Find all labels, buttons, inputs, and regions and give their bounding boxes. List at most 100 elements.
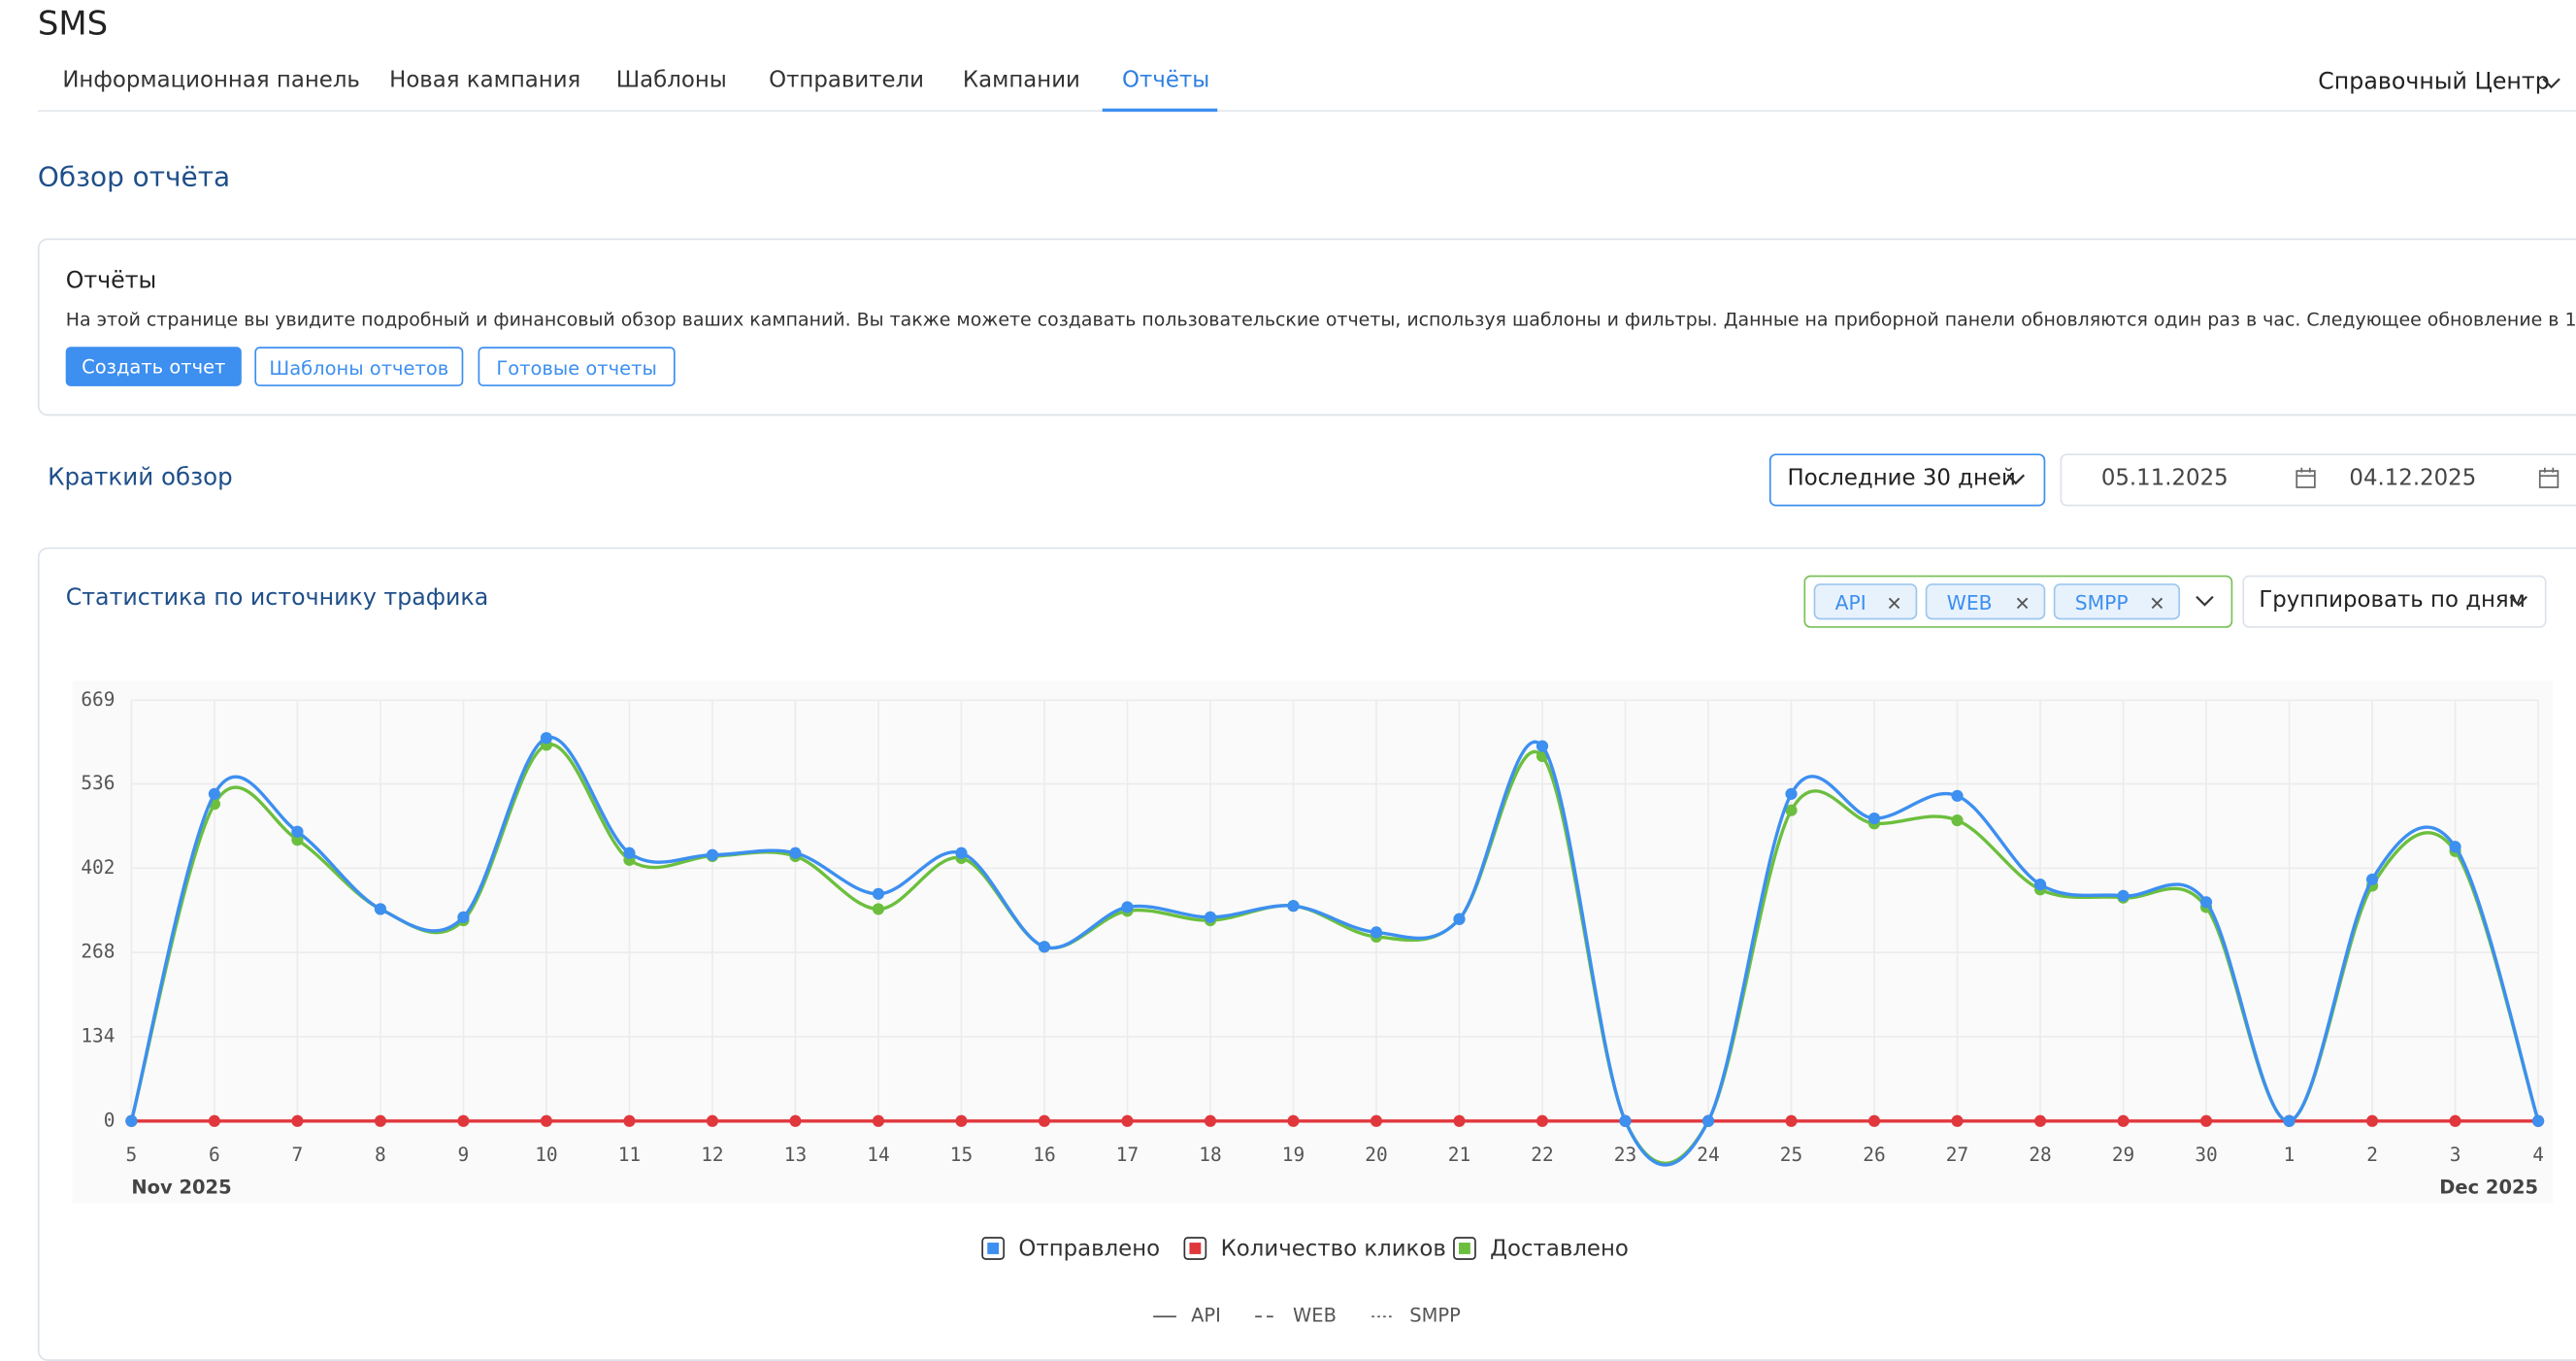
data-point — [1867, 813, 1881, 825]
x-tick-label: 9 — [458, 1144, 470, 1166]
x-tick-label: 4 — [2532, 1144, 2544, 1166]
date-to[interactable]: 04.12.2025 — [2349, 465, 2477, 492]
data-point — [872, 887, 885, 900]
x-tick-label: 30 — [2195, 1144, 2217, 1166]
x-tick-label: 2 — [2366, 1144, 2378, 1166]
tab[interactable]: Шаблоны — [615, 67, 727, 94]
chip-label: API — [1834, 591, 1866, 615]
button[interactable]: Создать отчет — [65, 347, 242, 386]
data-point — [1619, 1114, 1632, 1127]
chip-close[interactable] — [2151, 597, 2164, 611]
x-period-label: Dec 2025 — [2439, 1177, 2538, 1199]
data-point — [955, 846, 968, 859]
filter-chip[interactable]: API — [1813, 583, 1918, 620]
help-center[interactable]: Справочный Центр — [2318, 69, 2550, 96]
period-select[interactable] — [1768, 453, 2046, 507]
data-point — [706, 1114, 719, 1127]
x-tick-label: 15 — [950, 1144, 973, 1166]
data-point — [1951, 1114, 1964, 1127]
chart-panel-title: Статистика по источнику трафика — [65, 584, 489, 612]
data-point — [1785, 787, 1798, 800]
card-title: Отчёты — [65, 267, 157, 295]
tab-active[interactable]: Отчёты — [1122, 67, 1210, 94]
data-point — [2283, 1114, 2295, 1127]
calendar-icon — [2295, 467, 2316, 488]
button[interactable]: Шаблоны отчетов — [254, 347, 464, 386]
data-point — [1536, 740, 1549, 752]
chip-label: WEB — [1946, 591, 1993, 615]
x-tick-label: 7 — [292, 1144, 304, 1166]
x-tick-label: 3 — [2450, 1144, 2461, 1166]
x-tick-label: 17 — [1116, 1144, 1139, 1166]
legend-label: Доставлено — [1490, 1236, 1629, 1261]
tab[interactable]: Отправители — [769, 67, 925, 94]
data-point — [2199, 896, 2213, 909]
date-from[interactable]: 05.11.2025 — [2100, 465, 2229, 492]
data-point — [208, 1114, 221, 1127]
x-tick-label: 19 — [1282, 1144, 1305, 1166]
legend-label: Количество кликов — [1221, 1236, 1446, 1261]
chevron — [2509, 595, 2527, 607]
x-tick-label: 11 — [618, 1144, 641, 1166]
data-point — [208, 787, 221, 800]
tab-underline — [1102, 108, 1218, 113]
legend-label: SMPP — [1409, 1305, 1461, 1327]
y-tick-label: 402 — [81, 856, 115, 879]
grouping-select[interactable] — [2242, 575, 2547, 628]
x-period-label: Nov 2025 — [131, 1177, 231, 1199]
x-tick-label: 23 — [1614, 1144, 1636, 1166]
data-point — [1121, 901, 1134, 913]
data-point — [872, 1114, 885, 1127]
filter-chip[interactable]: SMPP — [2053, 583, 2181, 620]
data-point — [872, 903, 885, 915]
reports-card — [37, 238, 2576, 416]
chip-close[interactable] — [1888, 597, 1901, 611]
tab[interactable]: Информационная панель — [62, 67, 360, 94]
data-point — [291, 1114, 304, 1127]
x-tick-label: 6 — [209, 1144, 220, 1166]
data-point — [2117, 1114, 2130, 1127]
data-point — [1951, 813, 1964, 827]
data-point — [623, 846, 636, 859]
source-filter[interactable] — [1803, 575, 2233, 628]
chip-label: SMPP — [2074, 591, 2129, 615]
date-range[interactable] — [2060, 453, 2576, 507]
tab[interactable]: Кампании — [962, 67, 1080, 94]
button[interactable]: Готовые отчеты — [478, 347, 676, 386]
tab[interactable]: Новая кампания — [389, 67, 581, 94]
data-point — [540, 1114, 553, 1127]
data-point — [623, 1114, 636, 1127]
tabs-divider — [37, 110, 2576, 113]
x-tick-label: 22 — [1531, 1144, 1553, 1166]
data-point — [2449, 1114, 2461, 1127]
x-tick-label: 18 — [1199, 1144, 1221, 1166]
data-point — [789, 1114, 802, 1127]
data-point — [1701, 1114, 1715, 1127]
x-tick-label: 27 — [1946, 1144, 1968, 1166]
x-tick-label: 8 — [375, 1144, 386, 1166]
data-point — [374, 1114, 387, 1127]
data-point — [2117, 889, 2130, 902]
legend-swatch-fill — [1189, 1243, 1202, 1254]
x-tick-label: 20 — [1365, 1144, 1387, 1166]
data-point — [1038, 1114, 1051, 1127]
legend-swatch-fill — [987, 1243, 1000, 1254]
data-point — [2033, 1114, 2047, 1127]
page-title: Обзор отчёта — [37, 160, 231, 193]
x-tick-label: 14 — [867, 1144, 889, 1166]
data-point — [1867, 1114, 1881, 1127]
data-point — [1536, 1114, 1549, 1127]
data-point — [1453, 913, 1466, 925]
filter-chip[interactable]: WEB — [1925, 583, 2046, 620]
chip-close[interactable] — [2016, 597, 2030, 611]
data-point — [1121, 1114, 1134, 1127]
data-point — [706, 848, 719, 861]
x-tick-label: 29 — [2112, 1144, 2134, 1166]
chevron — [2542, 78, 2560, 89]
data-point — [125, 1114, 138, 1127]
data-point — [2199, 1114, 2213, 1127]
data-point — [2033, 879, 2047, 891]
x-tick-label: 21 — [1448, 1144, 1470, 1166]
data-point — [1785, 1114, 1798, 1127]
